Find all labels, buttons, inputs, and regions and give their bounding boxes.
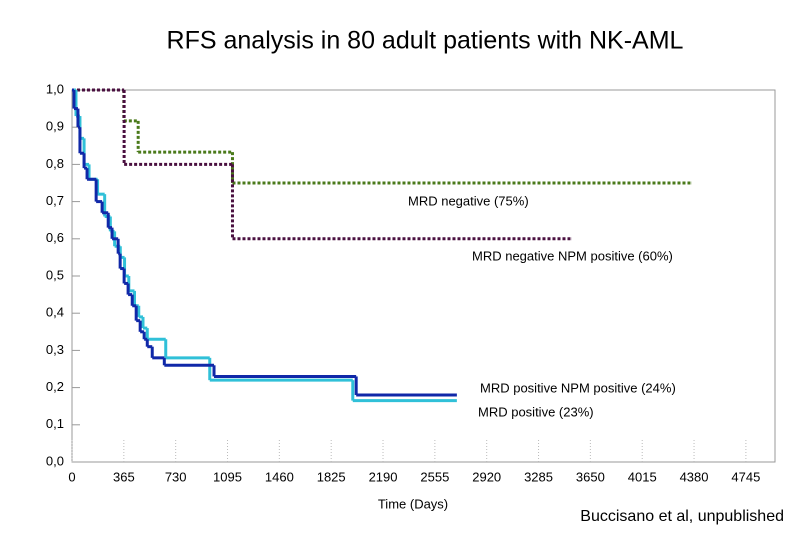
x-tick-label: 4745 xyxy=(731,469,760,484)
y-tick-label: 0,2 xyxy=(46,379,64,394)
y-tick-label: 0,8 xyxy=(46,156,64,171)
y-tick-label: 1,0 xyxy=(46,81,64,96)
y-tick-label: 0,6 xyxy=(46,230,64,245)
x-tick-label: 1095 xyxy=(213,469,242,484)
annotation: MRD positive NPM positive (24%) xyxy=(480,380,676,395)
x-axis-label: Time (Days) xyxy=(378,496,448,511)
y-tick-label: 0,9 xyxy=(46,119,64,134)
chart-title: RFS analysis in 80 adult patients with N… xyxy=(167,27,684,55)
y-tick-label: 0,5 xyxy=(46,267,64,282)
y-tick-label: 0,3 xyxy=(46,342,64,357)
x-tick-label: 2920 xyxy=(472,469,501,484)
x-tick-label: 2190 xyxy=(369,469,398,484)
y-tick-label: 0,7 xyxy=(46,193,64,208)
x-tick-label: 3650 xyxy=(576,469,605,484)
plot-frame xyxy=(71,89,776,463)
source-note: Buccisano et al, unpublished xyxy=(580,508,784,525)
x-tick-label: 4015 xyxy=(628,469,657,484)
annotation: MRD positive (23%) xyxy=(478,404,594,419)
annotation: MRD negative NPM positive (60%) xyxy=(472,248,673,263)
x-tick-label: 730 xyxy=(165,469,187,484)
x-tick-label: 2555 xyxy=(420,469,449,484)
x-tick-label: 1825 xyxy=(317,469,346,484)
y-tick-label: 0,4 xyxy=(46,305,64,320)
annotation: MRD negative (75%) xyxy=(408,193,529,208)
y-tick-label: 0,0 xyxy=(46,453,64,468)
x-tick-label: 3285 xyxy=(524,469,553,484)
x-tick-label: 0 xyxy=(68,469,75,484)
x-tick-label: 365 xyxy=(113,469,135,484)
x-tick-label: 1460 xyxy=(265,469,294,484)
x-tick-label: 4380 xyxy=(680,469,709,484)
y-tick-label: 0,1 xyxy=(46,416,64,431)
